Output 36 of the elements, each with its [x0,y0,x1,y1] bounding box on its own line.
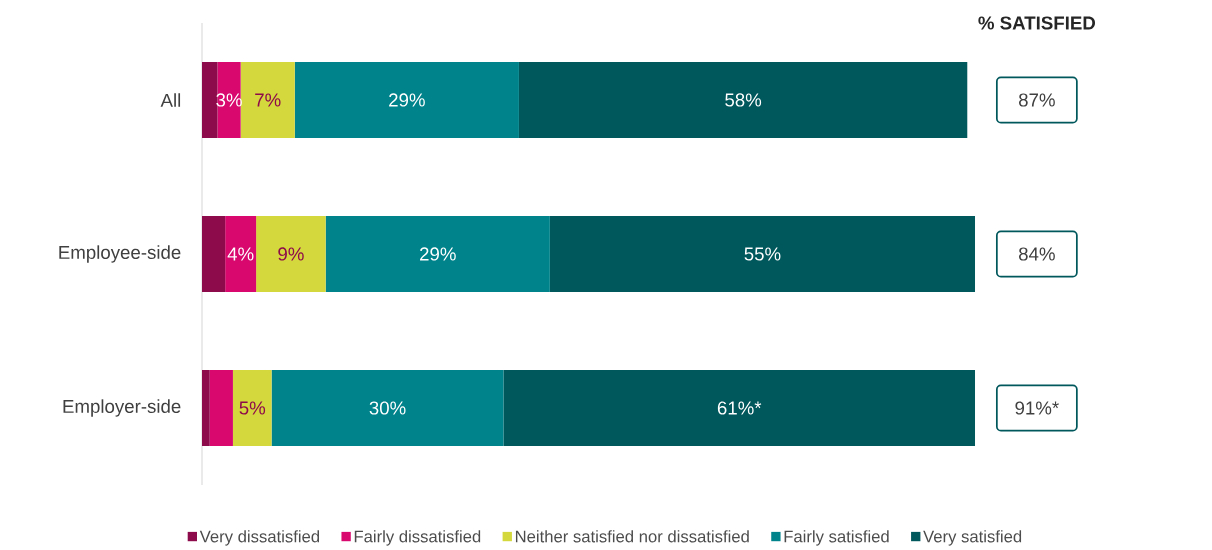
legend-label: Very dissatisfied [199,530,320,546]
bar [549,216,976,293]
legend-label: Very satisfied [923,530,1022,546]
bar [518,62,968,138]
y-tick-label: All [160,93,181,107]
data-label: 5% [239,401,266,415]
text: 91%* [1015,401,1059,415]
legend-label: Neither satisfied nor dissatisfied [515,530,749,543]
data-label: 9% [278,247,304,261]
data-label: 7% [255,93,281,107]
data-label: 61%* [717,401,762,415]
bar [232,370,272,446]
data-label: 58% [725,93,762,107]
bar [256,216,326,293]
data-label: 55% [744,247,781,261]
data-label: 29% [420,247,456,261]
bar [225,216,257,293]
data-label: 4% [227,247,254,261]
bar [240,62,295,138]
bar [209,370,233,446]
text: 84% [1018,247,1055,261]
bar [271,370,504,446]
y-tick-label: Employer-side [63,399,181,417]
bar [202,216,226,293]
bar [294,62,519,138]
legend-label: Fairly dissatisfied [354,530,481,546]
bar [202,62,218,138]
bar [202,370,210,446]
text: 87% [1018,93,1055,107]
bar [503,370,976,446]
bar [325,216,550,293]
y-tick-label: Employee-side [59,245,181,263]
legend-label: Fairly satisfied [784,530,889,546]
text: % SATISFIED [978,16,1096,30]
data-label: 30% [369,401,406,415]
data-label: 29% [389,93,425,107]
